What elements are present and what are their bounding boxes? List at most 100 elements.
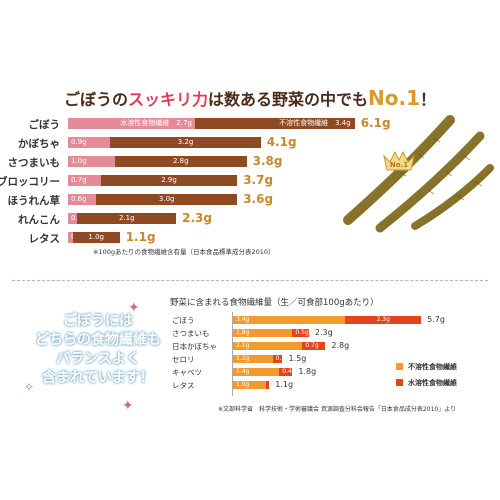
no1-badge-text: No.1: [390, 161, 408, 169]
bar-insoluble: 1.0g: [233, 381, 266, 389]
bar-total-label: 2.3g: [182, 211, 212, 225]
bar-total-label: 1.1g: [275, 380, 294, 389]
pitch-text: ごぼうには どちらの食物繊維も バランスよく 含まれています！: [28, 312, 168, 388]
headline-part2: は数ある野菜の中でも: [208, 90, 369, 109]
bar-insoluble: 3.2g: [110, 137, 261, 148]
no1-crown-badge: No.1: [383, 150, 415, 171]
bar-soluble: 0.3g: [272, 355, 289, 363]
category-label: キャベツ: [172, 368, 202, 377]
bar-soluble: 0.7g: [302, 342, 326, 350]
bar-total-label: 1.8g: [298, 367, 317, 376]
bar-value-label: 1.0g: [236, 381, 250, 388]
category-label: かぼちゃ: [18, 138, 60, 150]
category-label: れんこん: [18, 214, 60, 226]
legend-swatch: [396, 363, 403, 370]
category-label: ほうれん草: [7, 195, 61, 207]
bar-value-label: 水溶性食物繊維 2.7g: [120, 119, 192, 127]
category-label: ごぼう: [172, 316, 195, 325]
bar-total-label: 6.1g: [360, 116, 391, 130]
chart1-note: ※100gあたりの食物繊維含有量（日本食品標準成分表2010）: [93, 248, 275, 256]
bar-value-label: 1.8g: [236, 329, 250, 336]
category-label: レタス: [172, 381, 195, 390]
headline-no1: No.1: [368, 86, 421, 110]
bar-value-label: 2.9g: [161, 176, 177, 184]
legend-item: 水溶性食物繊維: [396, 378, 457, 388]
sparkle-icon: ✧: [24, 380, 35, 394]
fiber-chart-main: ごぼう 水溶性食物繊維 2.7g 不溶性食物繊維 3.4g 6.1g かぼちゃ 0.9g 3…: [0, 116, 391, 245]
bar-value-label: 2.3g: [376, 316, 390, 323]
bar-insoluble: 3.0g: [96, 194, 238, 205]
pitch-line-3: バランスよく: [56, 351, 140, 367]
bar-total-label: 1.5g: [288, 354, 307, 363]
bar-insoluble: 1.0g: [72, 232, 120, 243]
bar-soluble: 0.9g: [68, 137, 111, 148]
chart2-axis: [232, 312, 233, 396]
headline-part1: ごぼうの: [63, 90, 128, 109]
bar-soluble: 水溶性食物繊維 2.7g: [68, 118, 195, 129]
pitch-line-1: ごぼうには: [63, 313, 133, 329]
category-label: 日本かぼちゃ: [172, 342, 217, 351]
bar-soluble: 0.1g: [266, 381, 282, 389]
legend-item: 不溶性食物繊維: [396, 362, 457, 372]
bar-insoluble: 1.2g: [233, 355, 273, 363]
category-label: レタス: [28, 233, 61, 245]
fiber-chart-comparison: ごぼう 3.4g 2.3g 5.7g さつまいも 1.8g 0.5g 2.3g 日本かぼちゃ 2.…: [172, 315, 457, 390]
chart2-title: 野菜に含まれる食物繊維量（生／可食部100gあたり）: [170, 298, 379, 308]
bar-total-label: 3.7g: [243, 173, 274, 187]
category-label: ごぼう: [28, 119, 61, 131]
bar-value-label: 2.1g: [236, 342, 250, 349]
legend-swatch: [396, 379, 403, 386]
bar-soluble: 0.5g: [292, 329, 309, 337]
bar-value-label: 0.6g: [71, 195, 87, 203]
headline-part3: ！: [420, 90, 437, 109]
category-label: さつまいも: [172, 329, 210, 338]
bar-soluble: 0.4g: [279, 368, 296, 376]
bar-total-label: 3.6g: [243, 192, 274, 206]
section-divider: [12, 280, 488, 281]
bar-value-label: 0.1g: [269, 381, 283, 388]
bar-value-label: 3.4g: [236, 316, 250, 323]
headline: ごぼうのスッキリ力は数ある野菜の中でもNo.1！: [0, 86, 500, 110]
bar-insoluble: 3.4g: [233, 316, 346, 324]
bar-insoluble: 1.4g: [233, 368, 280, 376]
bar-value-label: 1.4g: [236, 368, 250, 375]
bar-total-label: 3.8g: [252, 154, 283, 168]
legend-label: 水溶性食物繊維: [408, 379, 457, 387]
bar-value-label: 不溶性食物繊維 3.4g: [279, 119, 351, 127]
sparkle-icon: ✦: [128, 300, 140, 316]
bar-value-label: 3.2g: [177, 138, 194, 146]
bar-value-label: 0.4g: [282, 368, 296, 375]
pitch-line-4: 含まれています！: [42, 370, 154, 386]
sparkle-icon: ✦: [122, 398, 134, 414]
category-label: さつまいも: [7, 157, 61, 169]
bar-total-label: 1.1g: [125, 230, 156, 244]
bar-value-label: 0.3g: [275, 355, 289, 362]
bar-insoluble: 2.1g: [77, 213, 177, 224]
bar-value-label: 2.8g: [173, 157, 189, 165]
bar-insoluble: 2.9g: [100, 175, 238, 186]
pitch-line-2: どちらの食物繊維も: [35, 332, 161, 348]
bar-total-label: 2.3g: [314, 328, 333, 337]
bar-insoluble: 2.8g: [115, 156, 247, 167]
bar-soluble: 1.0g: [68, 156, 115, 167]
bar-total-label: 2.8g: [331, 341, 350, 350]
bar-soluble: 2.3g: [345, 316, 422, 324]
headline-highlight: スッキリ力: [127, 90, 208, 109]
bar-value-label: 2.1g: [118, 214, 135, 222]
bar-value-label: 1.0g: [71, 157, 87, 165]
bar-value-label: 0.7g: [305, 342, 319, 349]
category-label: ブロッコリー: [0, 176, 60, 188]
bar-total-label: 5.7g: [427, 315, 445, 324]
legend-label: 不溶性食物繊維: [408, 363, 457, 371]
category-label: セロリ: [172, 355, 195, 364]
bar-insoluble: 2.1g: [233, 342, 303, 350]
bar-total-label: 4.1g: [266, 135, 297, 149]
bar-value-label: 0.7g: [71, 176, 87, 184]
bar-insoluble: 1.8g: [233, 329, 293, 337]
chart2-source: ※文部科学省 科学技術・学術審議会 資源調査分科会報告「日本食品成分表2010」…: [218, 406, 457, 413]
bar-insoluble: 不溶性食物繊維 3.4g: [194, 118, 355, 129]
bar-soluble: 0.7g: [68, 175, 101, 186]
bar-soluble: 0.6g: [68, 194, 97, 205]
bar-value-label: 0.5g: [295, 329, 309, 336]
bar-value-label: 3.0g: [158, 195, 175, 203]
